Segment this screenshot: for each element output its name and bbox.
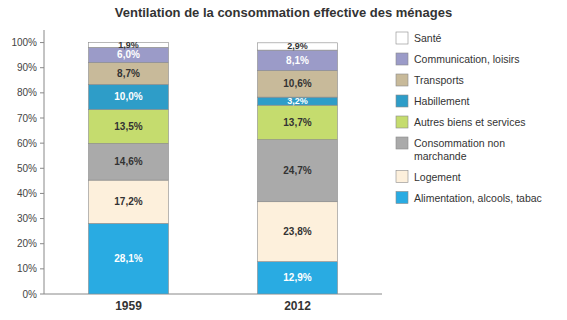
data-label: 14,6% bbox=[114, 156, 142, 167]
legend-label: Transports bbox=[414, 74, 464, 86]
y-tick bbox=[40, 218, 44, 219]
legend-label: Santé bbox=[414, 32, 442, 44]
data-label: 13,5% bbox=[114, 121, 142, 132]
y-tick-label: 80% bbox=[17, 87, 37, 98]
y-tick bbox=[40, 67, 44, 68]
y-tick-label: 70% bbox=[17, 113, 37, 124]
legend: Santé Communication, loisirs Transports Hab… bbox=[396, 32, 542, 204]
legend-label: Logement bbox=[414, 171, 461, 183]
y-tick bbox=[40, 42, 44, 43]
data-label: 8,7% bbox=[117, 68, 140, 79]
y-tick-label: 30% bbox=[17, 213, 37, 224]
legend-label: Habillement bbox=[414, 95, 470, 107]
legend-swatch bbox=[396, 95, 408, 107]
bars bbox=[89, 43, 338, 294]
data-label: 2,9% bbox=[287, 41, 308, 51]
y-tick-label: 20% bbox=[17, 238, 37, 249]
bar-segment bbox=[258, 105, 338, 139]
legend-swatch bbox=[396, 116, 408, 128]
data-label: 28,1% bbox=[114, 253, 142, 264]
legend-label-line: Communication, loisirs bbox=[414, 53, 520, 65]
y-tick bbox=[40, 143, 44, 144]
y-tick bbox=[40, 92, 44, 93]
y-tick-label: 10% bbox=[17, 263, 37, 274]
bar-segment bbox=[258, 70, 338, 97]
legend-label-line: Autres biens et services bbox=[414, 116, 525, 128]
legend-label: Communication, loisirs bbox=[414, 53, 520, 65]
legend-swatch bbox=[396, 53, 408, 65]
y-tick bbox=[40, 243, 44, 244]
y-tick bbox=[40, 168, 44, 169]
legend-label-line: Logement bbox=[414, 171, 461, 183]
chart: Ventilation de la consommation effective… bbox=[0, 0, 567, 320]
title: Ventilation de la consommation effective… bbox=[115, 5, 452, 20]
data-label: 1,9% bbox=[118, 40, 139, 50]
y-tick-label: 40% bbox=[17, 188, 37, 199]
bar-segment bbox=[89, 109, 169, 143]
y-axis: 0% 10% 20% 30% 40% 50% 60% 70% 80% 90% 100% bbox=[11, 30, 44, 300]
legend-label-line: Alimentation, alcools, tabac bbox=[414, 192, 542, 204]
x-tick-label: 2012 bbox=[284, 299, 311, 313]
bar-segment bbox=[89, 180, 169, 223]
legend-label-line: Habillement bbox=[414, 95, 470, 107]
legend-label: Autres biens et services bbox=[414, 116, 525, 128]
legend-label-line: Santé bbox=[414, 32, 442, 44]
bar-segment bbox=[258, 202, 338, 262]
bar-segment bbox=[89, 223, 169, 294]
bar-segment bbox=[89, 84, 169, 109]
legend-swatch bbox=[396, 137, 408, 149]
y-tick bbox=[40, 294, 44, 295]
data-label: 10,6% bbox=[283, 78, 311, 89]
legend-swatch bbox=[396, 192, 408, 204]
bar-segment bbox=[258, 140, 338, 202]
data-label: 17,2% bbox=[114, 196, 142, 207]
data-label: 23,8% bbox=[283, 226, 311, 237]
data-labels: 28,1% 17,2% 14,6% 13,5% 10,0% 8,7% 6,0%1,9% 12,… bbox=[114, 40, 311, 283]
data-label: 12,9% bbox=[283, 272, 311, 283]
y-tick-label: 0% bbox=[23, 289, 38, 300]
data-label: 6,0% bbox=[117, 49, 140, 60]
data-label: 8,1% bbox=[286, 55, 309, 66]
legend-swatch bbox=[396, 32, 408, 44]
y-tick-label: 50% bbox=[17, 163, 37, 174]
bar-segment bbox=[258, 97, 338, 105]
bar-segment bbox=[258, 50, 338, 70]
data-label: 13,7% bbox=[283, 117, 311, 128]
legend-label: Consommation nonmarchande bbox=[414, 137, 505, 162]
y-tick bbox=[40, 118, 44, 119]
data-label: 10,0% bbox=[114, 91, 142, 102]
legend-label-line: marchande bbox=[414, 150, 467, 162]
y-tick-label: 100% bbox=[11, 37, 37, 48]
legend-swatch bbox=[396, 171, 408, 183]
y-tick bbox=[40, 268, 44, 269]
y-axis-line bbox=[44, 30, 45, 294]
legend-swatch bbox=[396, 74, 408, 86]
y-tick bbox=[40, 193, 44, 194]
legend-label-line: Transports bbox=[414, 74, 464, 86]
data-label: 3,2% bbox=[287, 96, 308, 106]
y-tick-label: 90% bbox=[17, 62, 37, 73]
data-label: 24,7% bbox=[283, 165, 311, 176]
legend-label: Alimentation, alcools, tabac bbox=[414, 192, 542, 204]
bar-segment bbox=[89, 62, 169, 84]
y-tick-label: 60% bbox=[17, 138, 37, 149]
x-tick-label: 1959 bbox=[115, 299, 142, 313]
legend-label-line: Consommation non bbox=[414, 137, 505, 149]
bar-segment bbox=[89, 143, 169, 180]
bar-segment bbox=[258, 262, 338, 294]
